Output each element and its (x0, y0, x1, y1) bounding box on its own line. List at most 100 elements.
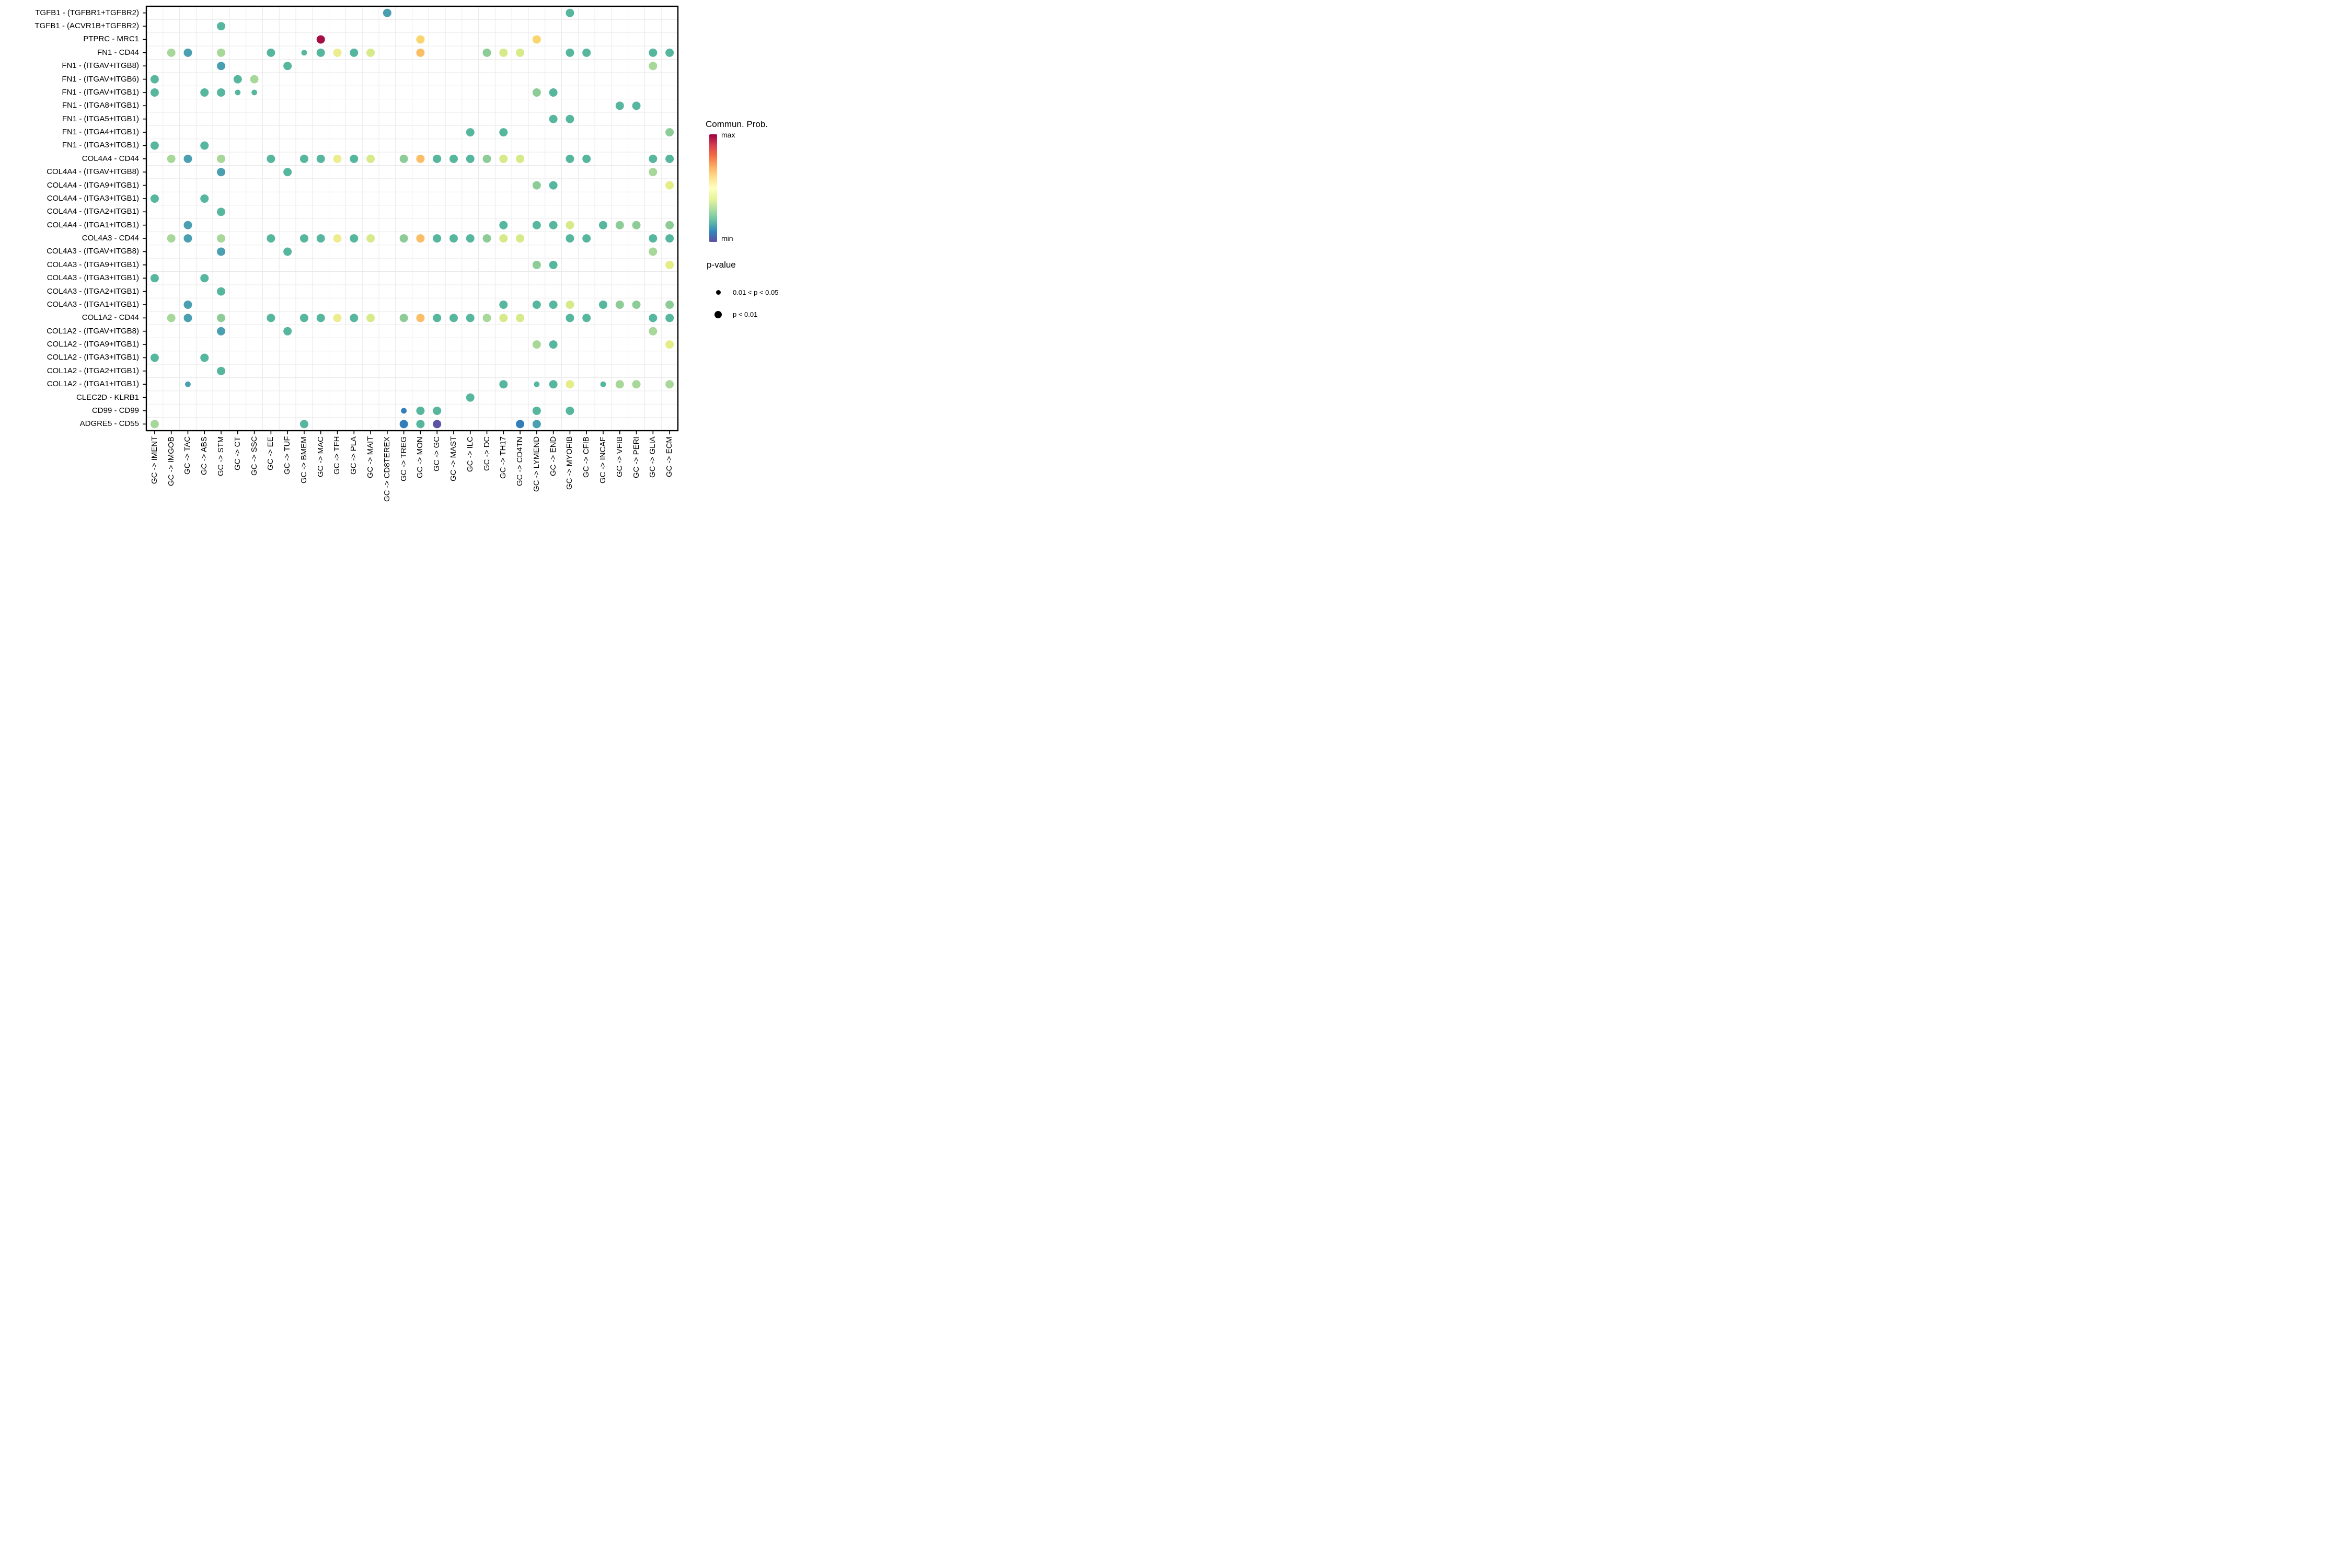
data-point (316, 314, 325, 322)
data-point (499, 314, 508, 322)
y-axis-label: COL1A2 - (ITGAV+ITGB8) (47, 326, 139, 336)
data-point (582, 314, 591, 322)
y-axis-label: FN1 - CD44 (97, 48, 139, 57)
x-axis-label: GC -> ECM (665, 436, 674, 477)
data-point (283, 62, 292, 71)
data-point (416, 420, 425, 429)
data-point (350, 234, 359, 243)
data-point (549, 260, 558, 269)
data-point (549, 221, 558, 229)
y-axis-label: TGFB1 - (ACVR1B+TGFBR2) (34, 21, 139, 31)
data-point (433, 154, 442, 163)
data-point (416, 234, 425, 243)
x-axis-label: GC -> SSC (249, 436, 259, 476)
data-point (333, 48, 342, 57)
data-point (283, 327, 292, 336)
data-point (532, 35, 541, 44)
data-point (466, 314, 475, 322)
x-axis-label: GC -> MYOFIB (565, 436, 574, 490)
color-legend-gradient-bar (709, 134, 717, 242)
data-point (200, 353, 209, 362)
x-axis-label: GC -> MON (416, 436, 425, 478)
x-axis-label: GC -> CD4TN (515, 436, 525, 486)
y-axis-label: PTPRC - MRC1 (83, 34, 139, 44)
data-point (366, 154, 375, 163)
data-point (283, 168, 292, 177)
data-point (283, 247, 292, 256)
y-axis-label: TGFB1 - (TGFBR1+TGFBR2) (35, 8, 139, 17)
y-axis-label: COL4A3 - (ITGA2+ITGB1) (47, 286, 139, 296)
x-axis-label: GC -> IMENT (149, 436, 159, 485)
data-point (267, 234, 275, 243)
x-axis-label: GC -> MAC (316, 436, 325, 477)
data-point (217, 207, 226, 216)
data-point (549, 300, 558, 309)
data-point (566, 314, 574, 322)
data-point (582, 154, 591, 163)
data-point (566, 300, 574, 309)
data-point (217, 48, 226, 57)
data-point (217, 234, 226, 243)
data-point (433, 406, 442, 415)
data-point (333, 234, 342, 243)
data-point (615, 300, 624, 309)
data-point (217, 88, 226, 97)
data-point (217, 327, 226, 336)
y-axis-label: FN1 - (ITGAV+ITGB8) (62, 61, 139, 71)
data-point (566, 406, 574, 415)
data-point (267, 314, 275, 322)
y-axis-label: ADGRE5 - CD55 (79, 419, 139, 429)
x-axis-label: GC -> ABS (200, 436, 209, 475)
data-point (251, 89, 257, 96)
data-point (183, 300, 192, 309)
y-axis-label: CD99 - CD99 (91, 406, 139, 415)
data-point (399, 420, 408, 429)
data-point (433, 420, 442, 429)
data-point (649, 234, 658, 243)
data-point (665, 380, 674, 389)
data-point (516, 314, 525, 322)
data-point (167, 234, 176, 243)
x-axis-label: GC -> GC (432, 436, 442, 472)
data-point (235, 89, 241, 96)
data-point (566, 114, 574, 123)
x-axis-label: GC -> END (548, 436, 558, 477)
data-point (665, 314, 674, 322)
data-point (466, 234, 475, 243)
data-point (532, 340, 541, 349)
y-axis-label: COL4A4 - (ITGA2+ITGB1) (47, 207, 139, 216)
panel-border (145, 5, 679, 432)
data-point (399, 314, 408, 322)
data-point (665, 260, 674, 269)
x-axis-label: GC -> STM (216, 436, 226, 477)
y-axis-label: COL4A3 - (ITGA1+ITGB1) (47, 299, 139, 309)
data-point (183, 48, 192, 57)
x-axis-label: GC -> ILC (465, 436, 475, 472)
data-point (183, 234, 192, 243)
data-point (466, 393, 475, 402)
data-point (167, 48, 176, 57)
data-point (299, 154, 308, 163)
data-point (433, 234, 442, 243)
data-point (399, 154, 408, 163)
data-point (649, 327, 658, 336)
data-point (482, 234, 491, 243)
data-point (499, 234, 508, 243)
data-point (482, 48, 491, 57)
color-legend-min-label: min (721, 234, 733, 243)
y-axis-label: COL4A3 - (ITGA3+ITGB1) (47, 273, 139, 283)
data-point (532, 406, 541, 415)
data-point (665, 234, 674, 243)
data-point (566, 8, 574, 17)
data-point (267, 48, 275, 57)
data-point (217, 247, 226, 256)
data-point (649, 62, 658, 71)
data-point (150, 141, 159, 150)
data-point (665, 154, 674, 163)
data-point (665, 181, 674, 190)
y-axis-label: COL4A4 - (ITGA3+ITGB1) (47, 193, 139, 203)
data-point (333, 154, 342, 163)
x-axis-label: GC -> TUF (283, 436, 292, 475)
data-point (150, 75, 159, 84)
data-point (649, 314, 658, 322)
